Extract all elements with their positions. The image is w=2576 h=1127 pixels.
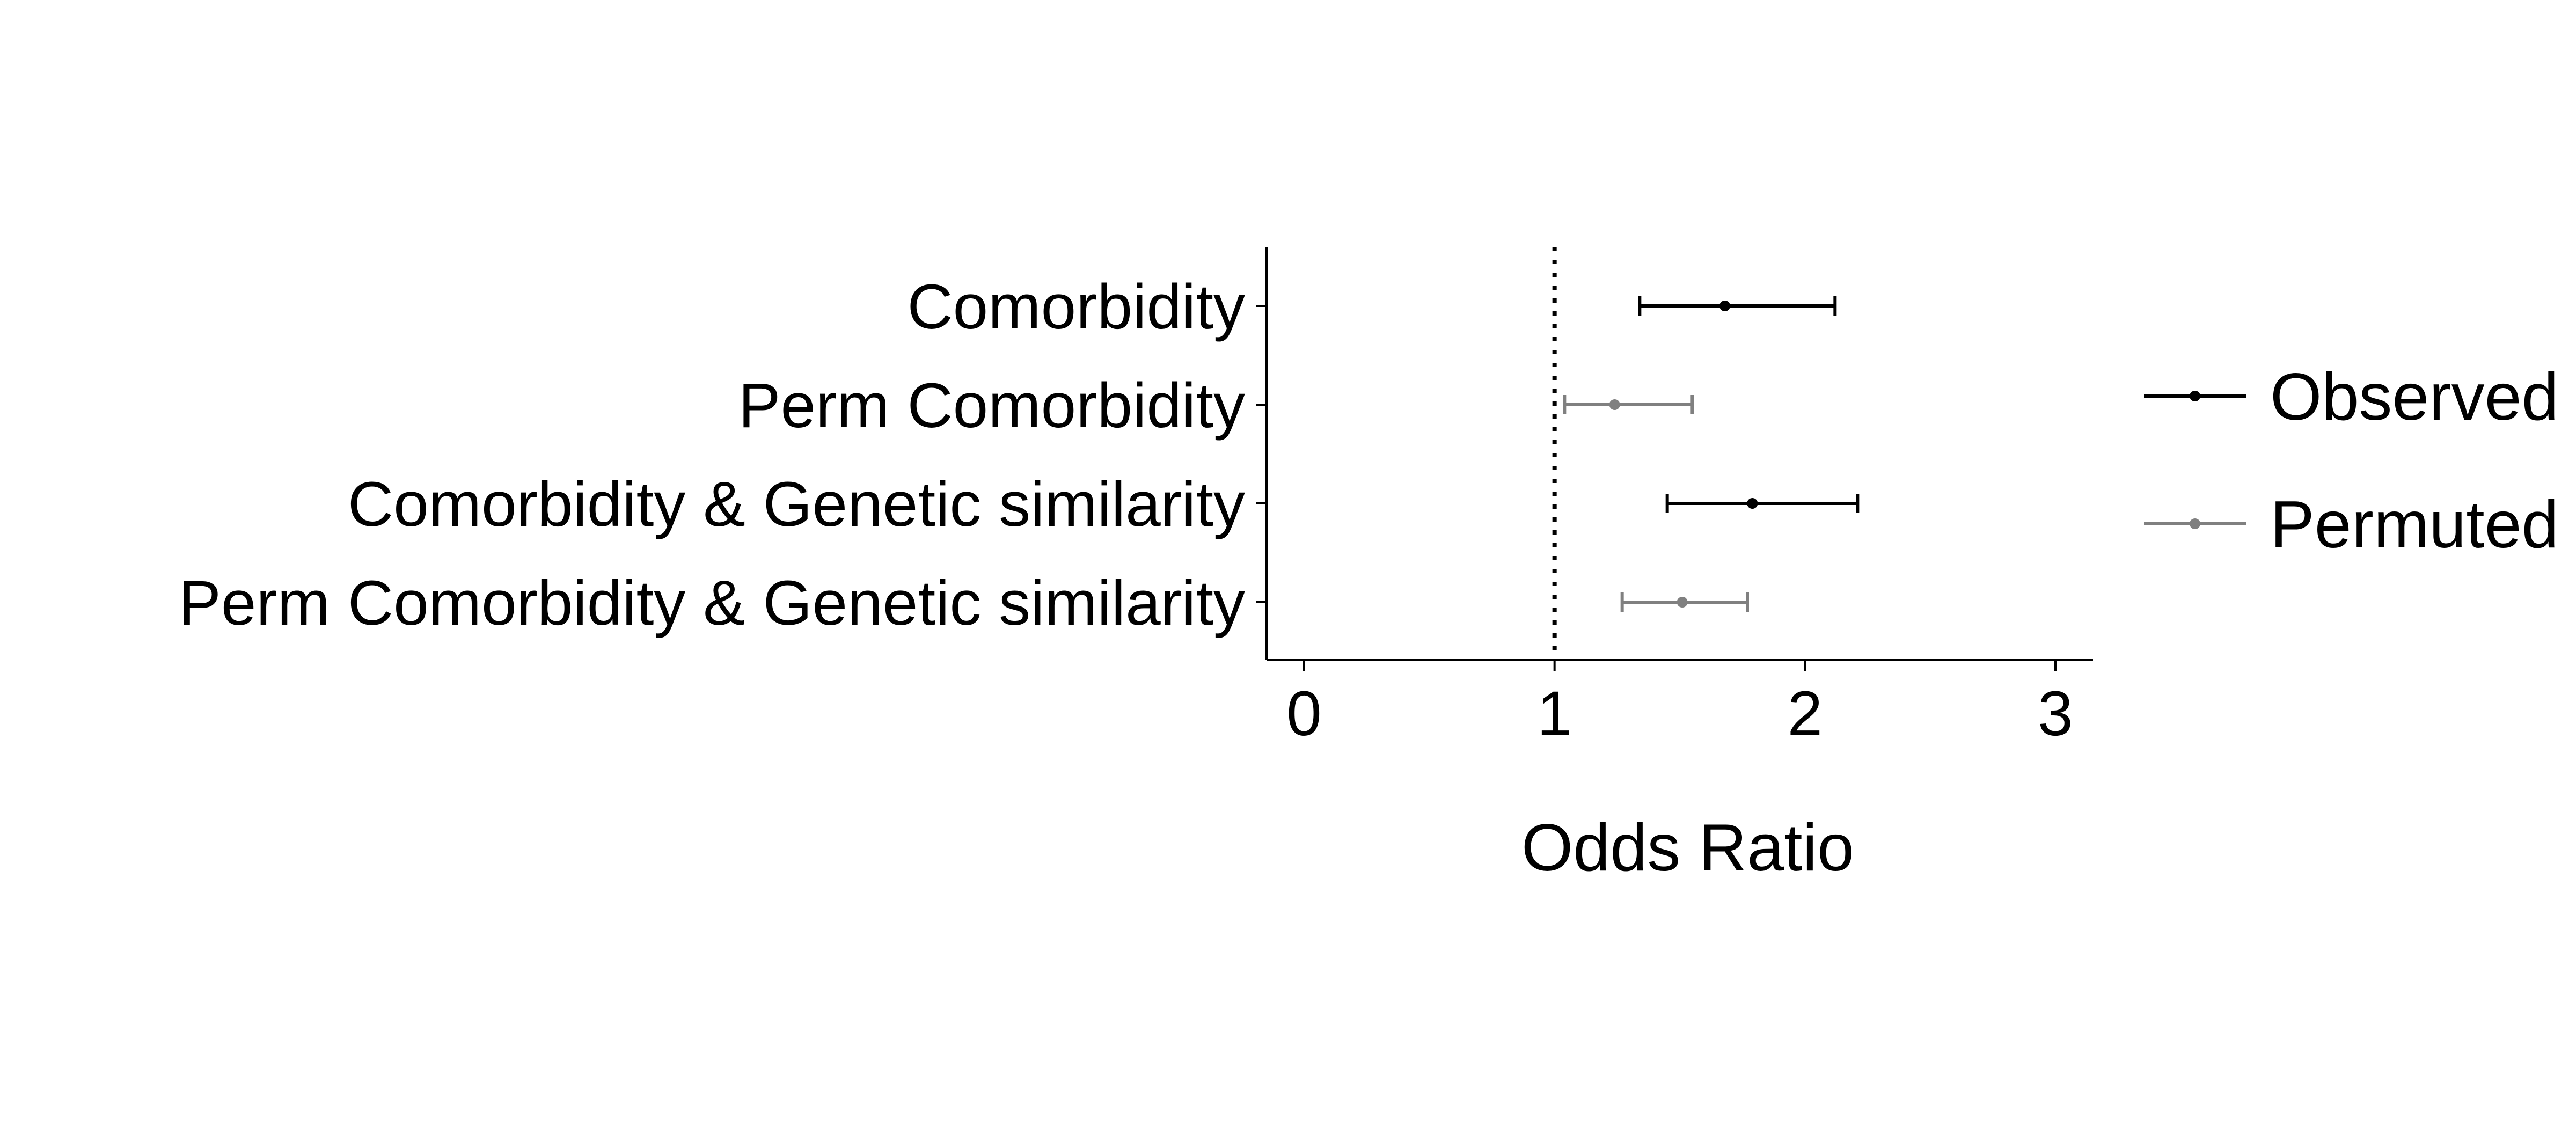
estimate-point (1677, 597, 1688, 608)
legend: Observed Permuted (2144, 360, 2559, 562)
legend-label: Observed (2270, 360, 2559, 434)
x-tick-label: 2 (1788, 678, 1823, 749)
x-tick-label: 3 (2038, 678, 2073, 749)
estimate-point (1719, 301, 1730, 311)
estimate-point (1609, 399, 1620, 410)
y-category-label: Perm Comorbidity (738, 370, 1245, 441)
y-category-label: Comorbidity (907, 272, 1245, 342)
y-category-label: Perm Comorbidity & Genetic similarity (179, 568, 1245, 639)
legend-label: Permuted (2270, 488, 2559, 562)
estimate-point (1747, 498, 1758, 509)
legend-key-point (2190, 518, 2200, 529)
x-tick-label: 0 (1286, 678, 1322, 749)
legend-key-point (2190, 391, 2200, 401)
x-tick-label: 1 (1537, 678, 1572, 749)
y-category-label: Comorbidity & Genetic similarity (348, 469, 1245, 540)
x-axis-title: Odds Ratio (1521, 811, 1854, 885)
plot-area: 0 1 2 3 Comorbidity Perm Comorbidity Comorbidi… (179, 247, 2093, 749)
